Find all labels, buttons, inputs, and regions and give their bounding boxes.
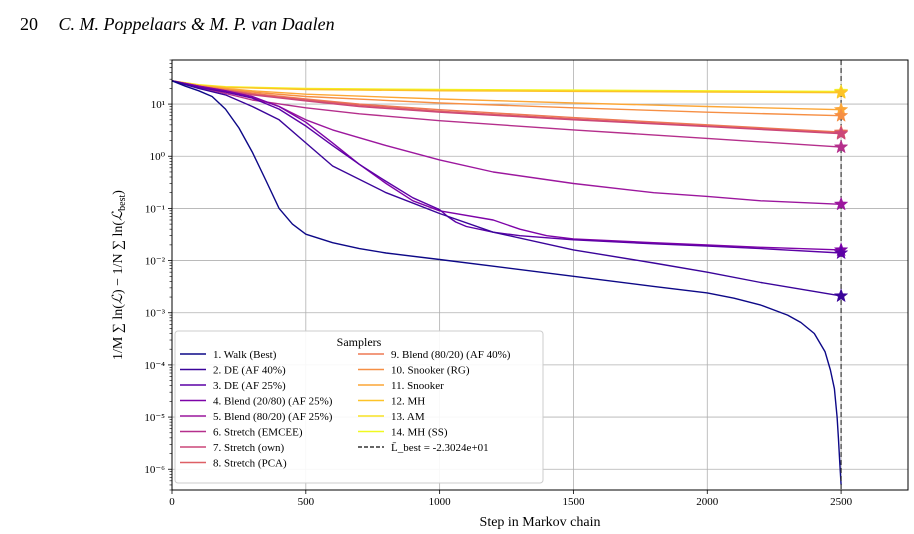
legend-item: 3. DE (AF 25%) [180,380,286,392]
end-star-12 [833,84,849,99]
legend-item: 5. Blend (80/20) (AF 25%) [180,411,333,423]
legend-label: 8. Stretch (PCA) [213,458,287,470]
series-line-1 [171,80,842,485]
legend-label: 13. AM [391,411,425,423]
legend-label: 3. DE (AF 25%) [213,380,286,392]
series-line-3 [171,80,842,254]
plot-frame [171,59,909,491]
y-axis-ticks: 10⁻⁶ 10⁻⁵ 10⁻⁴ 10⁻³ 10⁻² 10⁻¹ 10⁰ 10¹ [144,59,172,491]
legend-label: 10. Snooker (RG) [391,365,470,377]
legend-item: 12. MH [358,396,425,408]
x-tick-label: 1500 [562,496,585,508]
y-tick-label: 10⁻⁶ [144,464,165,476]
y-tick-label: 10⁻¹ [145,203,165,215]
x-tick-label: 2500 [830,496,853,508]
end-star-3 [833,245,849,260]
series-layer [171,80,842,485]
end-star-10 [833,107,849,122]
x-axis-ticks: 0 500 1000 1500 2000 2500 [169,490,853,508]
legend-label: 11. Snooker [391,380,444,392]
end-star-6 [833,139,849,154]
legend-item: 8. Stretch (PCA) [180,458,287,470]
x-axis-label: Step in Markov chain [480,515,601,530]
legend: Samplers 1. Walk (Best) 2. DE (AF 40%) 3. … [174,330,544,484]
x-tick-label: 500 [298,496,315,508]
legend-label: 6. Stretch (EMCEE) [213,427,303,439]
grid-lines [171,60,908,490]
legend-label: 7. Stretch (own) [213,442,285,454]
series-line-4 [171,80,842,251]
legend-label: 12. MH [391,396,425,408]
end-star-2 [833,288,849,303]
x-tick-label: 2000 [696,496,719,508]
legend-item: 11. Snooker [358,380,444,392]
series-line-2 [171,80,842,297]
legend-item: 1. Walk (Best) [180,349,277,361]
legend-item: 14. MH (SS) [358,427,448,439]
legend-item: 7. Stretch (own) [180,442,285,454]
y-tick-label: 10⁰ [150,151,166,163]
y-tick-label: 10⁻⁵ [144,412,165,424]
legend-label: L̄_best = -2.3024e+01 [391,442,489,454]
end-star-7 [833,125,849,140]
legend-box [174,330,544,484]
page-number: 20 [20,14,38,34]
y-tick-label: 10⁻⁴ [144,360,165,372]
legend-label: 9. Blend (80/20) (AF 40%) [391,349,511,361]
legend-item: 6. Stretch (EMCEE) [180,427,303,439]
legend-label: 14. MH (SS) [391,427,448,439]
legend-label: 1. Walk (Best) [213,349,277,361]
author-line: C. M. Poppelaars & M. P. van Daalen [58,14,335,34]
y-tick-label: 10¹ [151,99,165,111]
legend-label: 4. Blend (20/80) (AF 25%) [213,396,333,408]
legend-item: L̄_best = -2.3024e+01 [358,442,489,454]
legend-item: 2. DE (AF 40%) [180,365,286,377]
legend-item: 13. AM [358,411,425,423]
y-tick-label: 10⁻³ [145,308,166,320]
legend-item: 4. Blend (20/80) (AF 25%) [180,396,333,408]
x-tick-label: 1000 [429,496,452,508]
legend-title: Samplers [337,335,382,349]
legend-label: 5. Blend (80/20) (AF 25%) [213,411,333,423]
y-axis-label: 1/M ∑ ln(ℒ) − 1/N ∑ ln(ℒbest) [111,190,128,360]
legend-items: 1. Walk (Best) 2. DE (AF 40%) 3. DE (AF 25… [180,349,511,470]
end-markers [833,83,849,303]
legend-item: 9. Blend (80/20) (AF 40%) [358,349,511,361]
end-star-5 [833,196,849,211]
legend-item: 10. Snooker (RG) [358,365,470,377]
running-head: 20 C. M. Poppelaars & M. P. van Daalen [20,14,335,35]
y-tick-label: 10⁻² [145,256,166,268]
legend-label: 2. DE (AF 40%) [213,365,286,377]
x-tick-label: 0 [169,496,175,508]
